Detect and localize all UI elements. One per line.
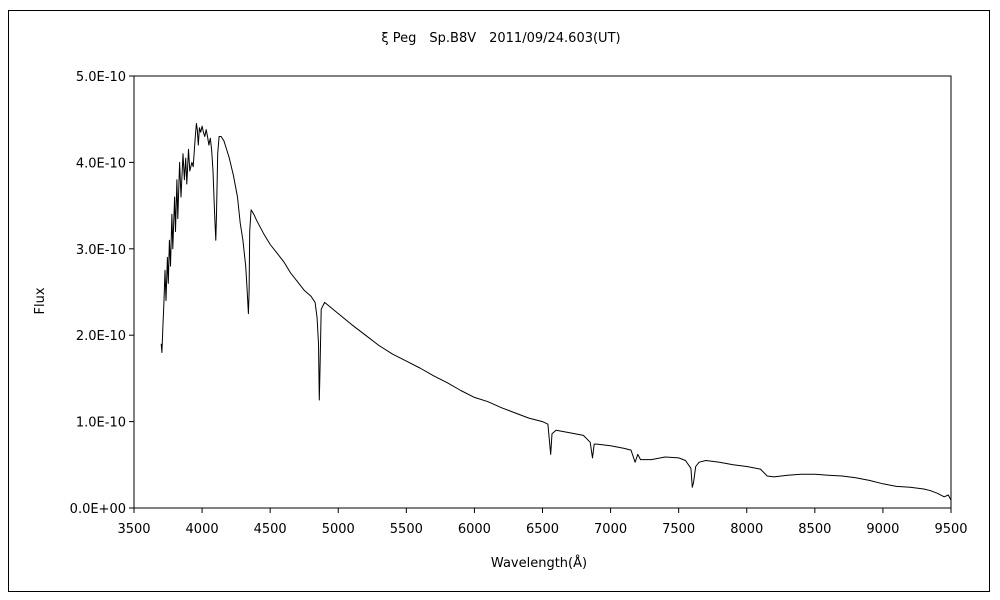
- x-tick-label: 8000: [730, 522, 763, 537]
- x-tick-label: 8500: [798, 522, 831, 537]
- x-tick-label: 5500: [390, 522, 423, 537]
- chart-title: ξ Peg Sp.B8V 2011/09/24.603(UT): [381, 31, 620, 46]
- axes-group: 3500 4000 4500 5000 5500 6000 6500 7000 7500 8000…: [70, 70, 968, 537]
- x-tick-label: 6000: [458, 522, 491, 537]
- chart-frame: ξ Peg Sp.B8V 2011/09/24.603(UT) Flux Wav…: [8, 10, 990, 592]
- plot-area: [133, 75, 952, 509]
- x-axis-title: Wavelength(Å): [491, 555, 587, 571]
- y-tick-label: 1.0E-10: [76, 416, 126, 431]
- y-tick-label: 2.0E-10: [76, 329, 126, 344]
- x-tick-label: 9500: [934, 522, 967, 537]
- y-tick-label: 0.0E+00: [70, 502, 126, 517]
- x-tick-label: 4500: [254, 522, 287, 537]
- x-tick-label: 3500: [117, 522, 150, 537]
- y-axis-title: Flux: [33, 287, 48, 314]
- x-tick-label: 5000: [322, 522, 355, 537]
- x-tick-label: 9000: [866, 522, 899, 537]
- y-tick-label: 5.0E-10: [76, 70, 126, 85]
- series-group: [160, 123, 952, 501]
- y-tick-label: 4.0E-10: [76, 156, 126, 171]
- x-tick-label: 4000: [186, 522, 219, 537]
- x-tick-label: 6500: [526, 522, 559, 537]
- x-tick-label: 7000: [594, 522, 627, 537]
- x-tick-label: 7500: [662, 522, 695, 537]
- spectrum-line: [160, 123, 952, 501]
- y-tick-label: 3.0E-10: [76, 243, 126, 258]
- spectrum-chart: ξ Peg Sp.B8V 2011/09/24.603(UT) Flux Wav…: [33, 31, 968, 571]
